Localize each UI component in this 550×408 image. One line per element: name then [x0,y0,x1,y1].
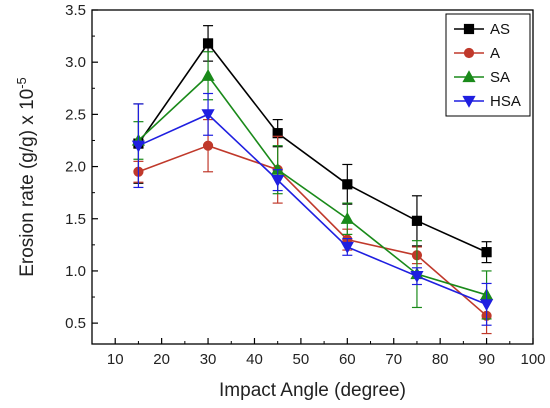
y-axis-title: Erosion rate (g/g) x 10-5 [14,77,38,277]
x-tick-label: 70 [385,351,402,368]
series-line [138,144,488,317]
series-line [137,42,487,253]
y-tick-label: 1.0 [65,263,86,280]
data-point [410,271,424,283]
x-axis-title: Impact Angle (degree) [219,380,406,401]
series-hsa [131,92,494,326]
y-axis: 0.5 1.0 1.5 2.0 2.5 3.0 3.5 [65,2,98,332]
y-axis-title-exponent: -5 [14,77,29,89]
legend-item-hsa: HSA [454,93,521,110]
series-layer [131,25,494,335]
data-point [481,247,492,258]
legend-marker [463,47,475,59]
legend-item-as: AS [454,21,510,38]
x-tick-label: 50 [293,351,310,368]
legend: AS A SA HSA [445,13,531,117]
data-point [479,299,494,312]
legend-item-sa: SA [454,69,510,86]
y-axis-title-text: Erosion rate (g/g) x 10 [17,89,38,277]
legend-marker [462,70,476,83]
x-tick-label: 30 [200,351,217,368]
data-point [202,140,214,151]
x-axis: 10 20 30 40 50 60 70 80 90 100 [91,338,546,368]
y-tick-label: 2.5 [65,106,86,123]
data-point [342,179,353,190]
legend-item-a: A [454,45,500,62]
series-line [138,113,487,306]
data-point [201,109,215,122]
series-as [133,25,492,264]
series-sa [131,51,494,320]
legend-label: HSA [490,93,521,110]
x-tick-label: 10 [107,351,124,368]
series-a [133,118,492,335]
y-tick-label: 1.5 [65,211,86,228]
legend-marker [462,95,476,108]
y-tick-label: 2.0 [65,159,86,176]
x-tick-label: 90 [478,351,495,368]
x-tick-label: 40 [246,351,263,368]
data-point [202,38,214,49]
plot-frame [91,9,534,345]
x-tick-label: 80 [432,351,449,368]
data-point [340,211,354,224]
data-point [201,68,215,81]
data-point [271,175,285,187]
y-tick-label: 3.5 [65,2,86,19]
data-point [411,215,423,226]
legend-label: AS [490,21,510,38]
x-tick-label: 100 [520,351,545,368]
y-tick-label: 3.0 [65,54,86,71]
y-tick-label: 0.5 [65,315,86,332]
data-point [340,241,354,254]
x-tick-label: 20 [153,351,170,368]
legend-box [445,13,531,117]
data-point [131,140,146,153]
legend-label: A [490,45,500,62]
legend-marker [463,23,475,35]
x-tick-label: 60 [339,351,356,368]
series-line [137,74,487,296]
legend-label: SA [490,69,510,86]
plot-area [91,9,534,345]
